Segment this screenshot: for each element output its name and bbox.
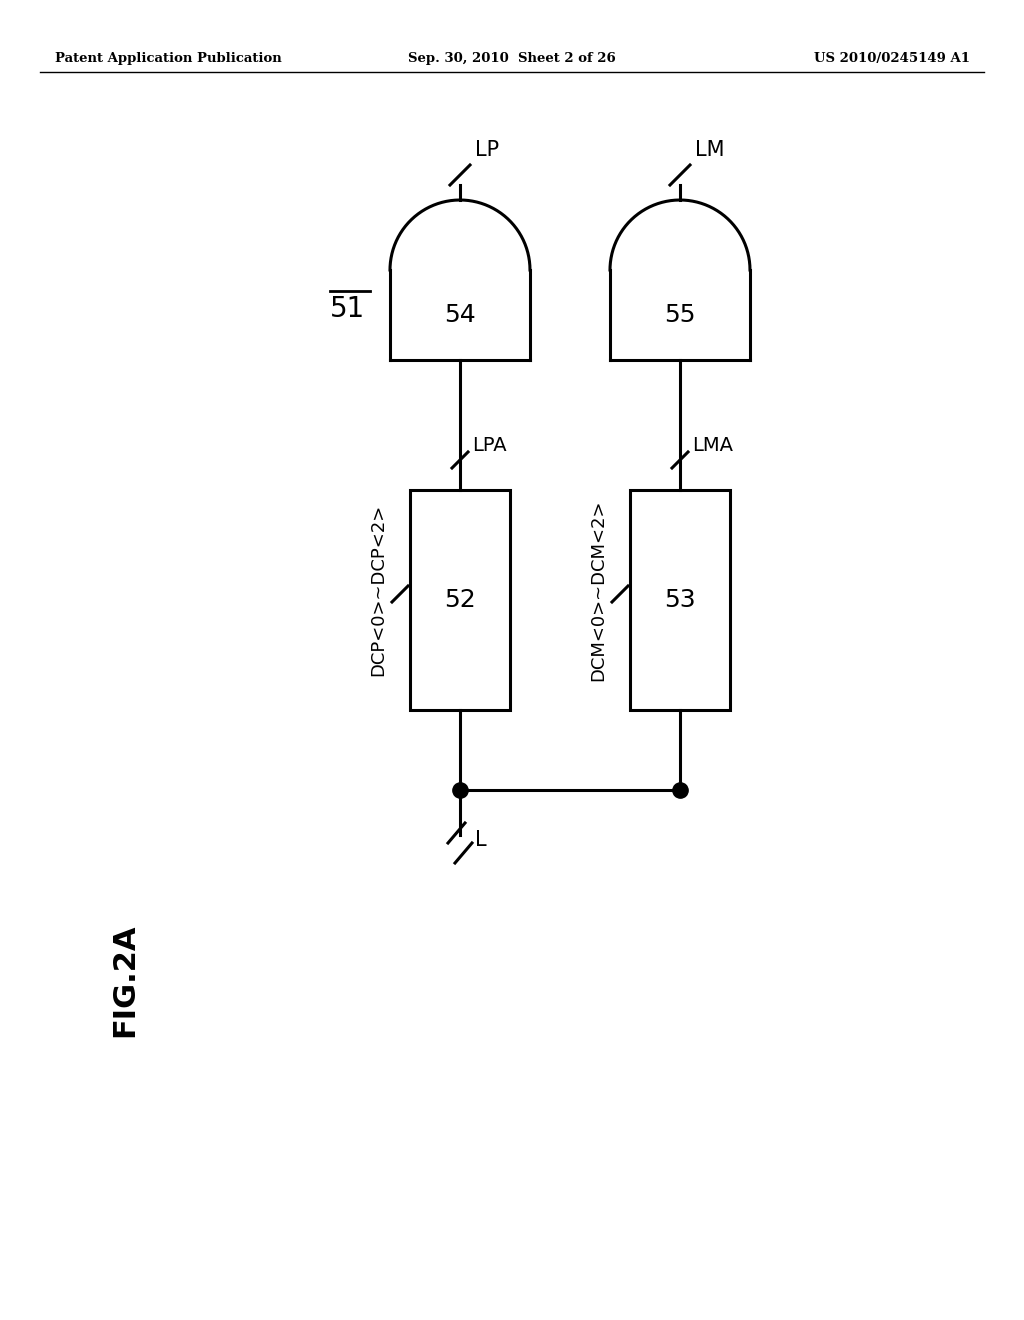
- Text: 53: 53: [665, 587, 696, 612]
- Text: Sep. 30, 2010  Sheet 2 of 26: Sep. 30, 2010 Sheet 2 of 26: [409, 51, 615, 65]
- Text: LM: LM: [695, 140, 725, 160]
- Text: US 2010/0245149 A1: US 2010/0245149 A1: [814, 51, 970, 65]
- Text: LMA: LMA: [692, 436, 733, 455]
- Text: LP: LP: [475, 140, 499, 160]
- Text: LPA: LPA: [472, 436, 507, 455]
- Bar: [410, 490, 510, 710]
- Text: DCM<0>~DCM<2>: DCM<0>~DCM<2>: [589, 499, 607, 681]
- Text: 55: 55: [665, 304, 695, 327]
- Text: 54: 54: [444, 304, 476, 327]
- Text: FIG.2A: FIG.2A: [111, 923, 139, 1036]
- Text: 52: 52: [444, 587, 476, 612]
- Text: L: L: [475, 830, 486, 850]
- Text: DCP<0>~DCP<2>: DCP<0>~DCP<2>: [369, 504, 387, 676]
- Bar: [630, 490, 730, 710]
- Text: Patent Application Publication: Patent Application Publication: [55, 51, 282, 65]
- Text: 51: 51: [330, 294, 366, 323]
